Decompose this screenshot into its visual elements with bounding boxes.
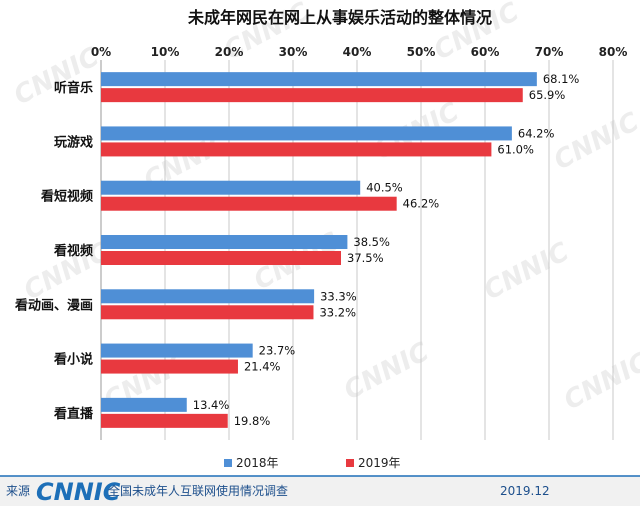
x-tick-label: 40% <box>343 45 372 59</box>
data-label: 19.8% <box>234 414 271 428</box>
category-label: 看直播 <box>54 406 94 422</box>
bar-2019年 <box>101 251 341 265</box>
x-tick-label: 30% <box>279 45 308 59</box>
bar-2018年 <box>101 180 361 195</box>
data-label: 68.1% <box>543 72 580 86</box>
data-label: 65.9% <box>529 88 566 102</box>
watermark: CNNIC <box>9 42 104 111</box>
x-axis-ticks: 0% 10% 20% 30% 40% 50% 60% 70% 80% <box>91 45 628 59</box>
watermark: CNNIC <box>339 337 434 406</box>
watermark: CNNIC <box>479 237 574 306</box>
bar-2019年 <box>101 196 397 211</box>
data-label: 21.4% <box>244 360 281 374</box>
value-labels: 68.1% 65.9% 64.2% 61.0% 40.5%46.2% 38.5% 37.5%… <box>193 72 580 428</box>
bar-2018年 <box>101 343 253 358</box>
cnnic-logo: CNNIC <box>36 478 121 506</box>
gridlines <box>100 60 614 440</box>
data-label: 13.4% <box>193 398 230 412</box>
category-label: 看动画、漫画 <box>15 297 93 313</box>
legend: 2018年 2019年 <box>224 456 401 470</box>
footer-background <box>0 476 640 506</box>
legend-swatch-2019 <box>346 459 354 467</box>
footer-bar: 来源 CNNIC 全国未成年人互联网使用情况调查 2019.12 <box>0 475 640 506</box>
data-label: 38.5% <box>353 235 390 249</box>
bar-2019年 <box>101 413 228 428</box>
watermark: CNNIC <box>559 347 640 416</box>
data-label: 64.2% <box>518 126 555 140</box>
chart-title: 未成年网民在网上从事娱乐活动的整体情况 <box>187 8 492 27</box>
category-label: 看短视频 <box>41 189 93 205</box>
data-label: 37.5% <box>347 251 384 265</box>
data-label: 40.5% <box>366 181 403 195</box>
x-tick-label: 50% <box>407 45 436 59</box>
category-label: 玩游戏 <box>54 134 93 150</box>
x-tick-label: 10% <box>151 45 180 59</box>
bars-layer <box>101 72 537 428</box>
x-tick-label: 0% <box>91 45 111 59</box>
bar-2019年 <box>101 88 523 103</box>
category-label: 看视频 <box>54 243 93 259</box>
data-label: 46.2% <box>403 197 440 211</box>
report-date: 2019.12 <box>500 484 550 498</box>
data-label: 33.2% <box>319 305 356 319</box>
x-tick-label: 80% <box>599 45 628 59</box>
source-label: 来源 <box>6 484 30 498</box>
x-tick-label: 60% <box>471 45 500 59</box>
bar-2019年 <box>101 305 314 320</box>
legend-swatch-2018 <box>224 459 232 467</box>
data-label: 61.0% <box>497 142 534 156</box>
bar-2018年 <box>101 126 512 141</box>
x-tick-label: 70% <box>535 45 564 59</box>
data-label: 33.3% <box>320 289 357 303</box>
category-label: 看小说 <box>54 352 93 368</box>
watermark: CNNIC <box>549 107 640 176</box>
data-label: 23.7% <box>259 344 296 358</box>
bar-2019年 <box>101 359 238 374</box>
bar-2018年 <box>101 235 348 249</box>
legend-label-2018: 2018年 <box>236 456 279 470</box>
bar-2019年 <box>101 142 492 157</box>
x-tick-label: 20% <box>215 45 244 59</box>
survey-name: 全国未成年人互联网使用情况调查 <box>108 483 288 498</box>
bar-2018年 <box>101 72 537 87</box>
bar-2018年 <box>101 397 187 412</box>
category-label: 听音乐 <box>54 80 93 96</box>
legend-label-2019: 2019年 <box>358 456 401 470</box>
bar-2018年 <box>101 289 315 304</box>
